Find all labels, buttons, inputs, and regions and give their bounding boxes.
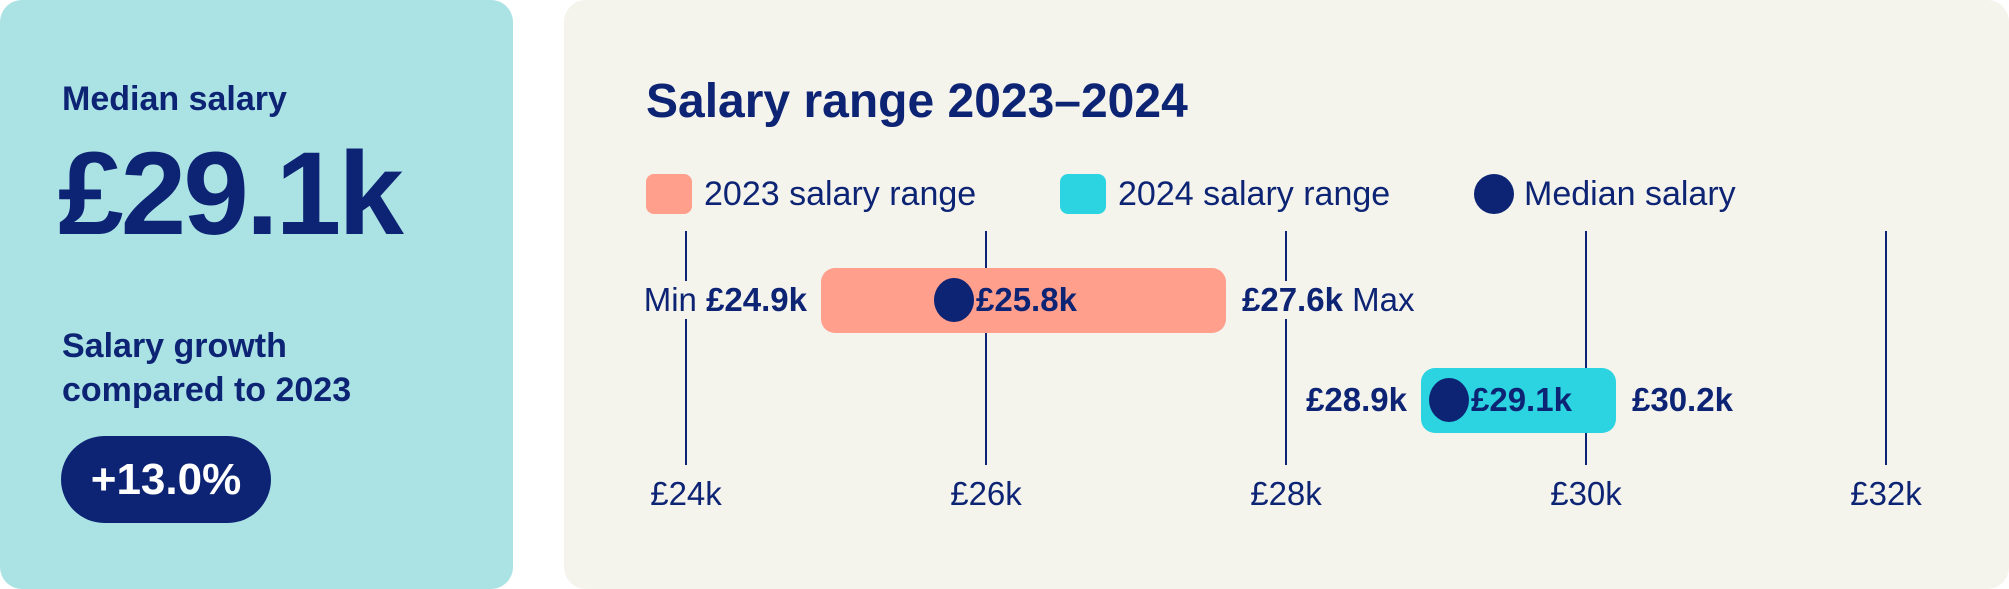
median-salary-label: Median salary <box>62 80 287 118</box>
x-tick-label: £30k <box>1550 475 1622 512</box>
growth-badge: +13.0% <box>61 436 271 523</box>
min-prefix: Min <box>643 281 707 318</box>
x-tick-label: £26k <box>950 475 1022 512</box>
legend-2023: 2023 salary range <box>646 174 976 214</box>
max-value: £27.6k <box>1242 281 1343 318</box>
max-suffix: Max <box>1342 281 1415 318</box>
gridline <box>685 231 687 465</box>
median-salary-value: £29.1k <box>58 128 404 260</box>
growth-label-line1: Salary growth <box>62 327 287 365</box>
min-value: £24.9k <box>706 281 807 318</box>
median-label: £25.8k <box>976 281 1077 318</box>
gridline <box>1885 231 1887 465</box>
gridline <box>985 231 987 465</box>
min-label: Min £24.9k <box>639 281 811 319</box>
max-value: £30.2k <box>1632 381 1733 418</box>
median-dot <box>934 278 974 322</box>
min-label: £28.9k <box>1302 381 1411 419</box>
x-tick-label: £32k <box>1850 475 1922 512</box>
x-tick-label: £24k <box>650 475 722 512</box>
growth-label-line2: compared to 2023 <box>62 371 352 409</box>
max-label: £30.2k <box>1628 381 1737 419</box>
range-bar <box>821 267 1226 333</box>
max-label: £27.6k Max <box>1238 281 1419 319</box>
legend-label-2023: 2023 salary range <box>704 174 977 213</box>
chart-title: Salary range 2023–2024 <box>646 75 1188 128</box>
legend-swatch-2024 <box>1060 174 1106 214</box>
legend-label-median: Median salary <box>1524 174 1736 213</box>
legend-median: Median salary <box>1474 174 1736 214</box>
median-dot <box>1429 378 1469 422</box>
x-tick-label: £28k <box>1250 475 1322 512</box>
legend-median-dot <box>1474 174 1514 214</box>
legend-swatch-2023 <box>646 174 692 214</box>
median-salary-card: Median salary £29.1k Salary growth compa… <box>0 0 513 589</box>
min-value: £28.9k <box>1306 381 1407 418</box>
legend-2024: 2024 salary range <box>1060 174 1390 214</box>
legend-label-2024: 2024 salary range <box>1118 174 1391 213</box>
gridline <box>1285 231 1287 465</box>
median-label: £29.1k <box>1471 381 1572 418</box>
gridline <box>1585 231 1587 465</box>
salary-range-card: Salary range 2023–2024 2023 salary range… <box>564 0 2009 589</box>
